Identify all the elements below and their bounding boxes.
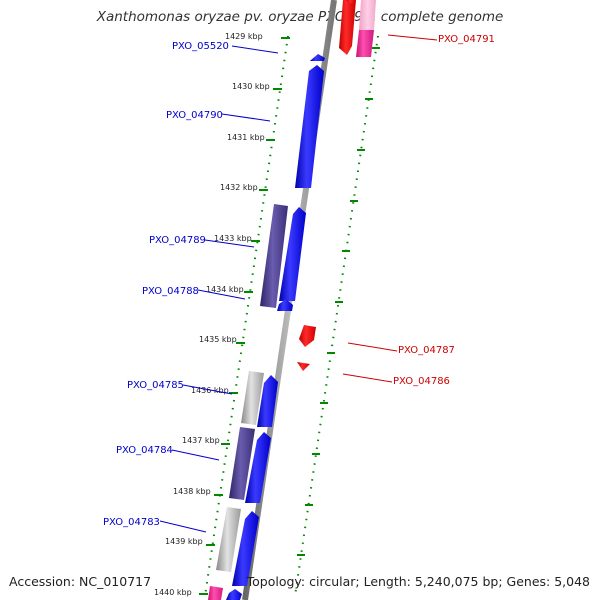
right-callouts [342, 34, 438, 383]
gene-label-left[interactable]: PXO_04790 [166, 110, 223, 121]
gene-arrow [339, 0, 356, 55]
gene-label-left[interactable]: PXO_04788 [142, 286, 199, 297]
gene-arrow [346, 0, 356, 4]
kbp-label: 1429 kbp [225, 32, 263, 41]
kbp-label: 1440 kbp [154, 588, 192, 597]
gene-arrow [295, 65, 324, 188]
gene-block [241, 371, 264, 425]
gene-arrow [279, 207, 306, 301]
gene-arrow [297, 362, 310, 371]
reverse-genes [297, 0, 376, 371]
gene-label-left[interactable]: PXO_04784 [116, 445, 173, 456]
gene-label-right[interactable]: PXO_04787 [398, 345, 455, 356]
gene-block [216, 507, 241, 572]
right-gene-labels: PXO_04791 PXO_04787 PXO_04786 [393, 34, 495, 387]
kbp-label: 1433 kbp [214, 234, 252, 243]
kbp-label: 1438 kbp [173, 487, 211, 496]
left-gene-labels: PXO_05520 PXO_04790 PXO_04789 PXO_04788 … [103, 41, 229, 528]
forward-genes [226, 54, 325, 600]
kbp-label: 1435 kbp [199, 335, 237, 344]
kbp-label: 1434 kbp [206, 285, 244, 294]
gene-arrow [310, 54, 325, 61]
kbp-label: 1431 kbp [227, 133, 265, 142]
kbp-label: 1436 kbp [191, 386, 229, 395]
gene-label-left[interactable]: PXO_05520 [172, 41, 229, 52]
gene-arrow [257, 375, 278, 427]
gene-label-right[interactable]: PXO_04791 [438, 34, 495, 45]
topology-text: Topology: circular; Length: 5,240,075 bp… [246, 574, 590, 589]
gene-label-right[interactable]: PXO_04786 [393, 376, 450, 387]
gene-arrow [232, 511, 259, 586]
kbp-label: 1430 kbp [232, 82, 270, 91]
gene-arrow [226, 589, 242, 600]
major-ticks [199, 37, 380, 595]
gene-arrow [245, 432, 271, 503]
kbp-label: 1437 kbp [182, 436, 220, 445]
gene-block [229, 427, 255, 500]
gene-arrow [359, 0, 376, 30]
other-genes [208, 204, 288, 600]
map-title: Xanthomonas oryzae pv. oryzae PXO99A, co… [96, 9, 504, 25]
accession-text: Accession: NC_010717 [9, 574, 152, 589]
gene-label-left[interactable]: PXO_04789 [149, 235, 206, 246]
kbp-label: 1439 kbp [165, 537, 203, 546]
gene-arrow [277, 299, 293, 311]
gene-label-left[interactable]: PXO_04785 [127, 380, 184, 391]
gene-arrow [299, 325, 316, 347]
gene-arrow [356, 30, 374, 57]
kbp-scale: 1429 kbp 1430 kbp 1431 kbp 1432 kbp 1433… [154, 32, 270, 597]
gene-block [208, 586, 223, 600]
gene-label-left[interactable]: PXO_04783 [103, 517, 160, 528]
gene-block [260, 204, 288, 308]
left-callouts [159, 45, 279, 533]
kbp-label: 1432 kbp [220, 183, 258, 192]
